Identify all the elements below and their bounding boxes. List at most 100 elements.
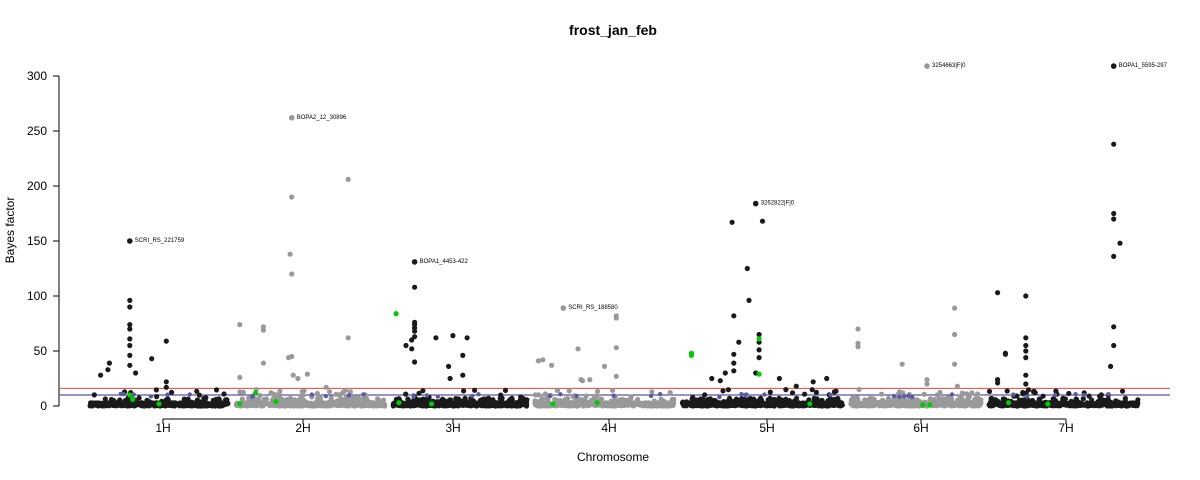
data-point <box>295 375 301 382</box>
data-point <box>813 389 820 395</box>
data-point <box>765 397 771 403</box>
data-point <box>1073 396 1080 402</box>
data-point <box>855 326 861 332</box>
data-point <box>412 328 418 334</box>
annotation-label: SCRI_RS_221759 <box>135 238 185 244</box>
data-point <box>1106 392 1111 397</box>
data-point <box>309 392 315 397</box>
data-point <box>472 387 478 393</box>
x-tick-label: 3H <box>445 421 460 435</box>
data-point <box>1068 400 1075 406</box>
data-point <box>120 403 126 409</box>
data-point <box>327 389 333 395</box>
data-point <box>163 338 169 344</box>
annotation-label: BOPA1_4453-422 <box>420 259 469 265</box>
data-point <box>250 394 255 399</box>
data-point <box>990 401 996 407</box>
data-point <box>833 388 839 394</box>
data-point <box>118 391 123 397</box>
annotated-point <box>411 259 418 265</box>
data-point <box>150 400 156 406</box>
data-point <box>975 402 981 408</box>
data-point <box>868 401 874 407</box>
data-point <box>89 403 95 409</box>
data-point <box>995 290 1001 296</box>
data-point <box>565 395 571 402</box>
data-point <box>460 352 466 358</box>
data-point <box>727 402 733 408</box>
data-point <box>776 375 783 382</box>
annotated-point <box>924 63 930 69</box>
data-point <box>1111 324 1117 330</box>
data-point <box>533 402 539 408</box>
annotated-point <box>752 200 759 207</box>
data-point <box>243 402 249 408</box>
data-point <box>154 394 160 400</box>
data-point <box>709 402 715 408</box>
data-point <box>897 394 902 399</box>
data-point <box>756 355 762 361</box>
data-point <box>828 392 833 398</box>
data-point <box>237 374 243 380</box>
highlight-point <box>1005 400 1012 406</box>
data-point <box>162 401 168 408</box>
data-point <box>936 397 942 403</box>
data-point <box>1111 141 1117 147</box>
data-point <box>767 389 773 395</box>
highlight-point <box>688 350 695 356</box>
data-point <box>937 389 943 396</box>
data-point <box>149 356 155 362</box>
data-point <box>345 401 352 407</box>
data-point <box>770 402 777 408</box>
data-point <box>822 401 828 407</box>
y-tick-label: 150 <box>27 234 47 248</box>
data-point <box>433 335 439 341</box>
data-point <box>225 400 231 406</box>
data-point <box>255 397 261 403</box>
highlight-point <box>156 401 162 407</box>
data-point <box>396 396 402 402</box>
data-point <box>290 372 296 378</box>
data-point <box>891 393 897 399</box>
data-point <box>483 402 490 408</box>
data-point <box>346 393 352 398</box>
data-point <box>613 315 619 321</box>
data-point <box>412 334 418 340</box>
data-point <box>756 347 762 353</box>
highlight-point <box>1045 401 1051 407</box>
data-point <box>970 403 976 409</box>
data-point <box>628 400 634 406</box>
data-point <box>554 387 561 393</box>
data-point <box>412 359 418 365</box>
data-point <box>587 377 593 383</box>
data-point <box>702 392 708 398</box>
data-point <box>1122 395 1128 401</box>
data-point <box>637 400 643 406</box>
data-point <box>731 368 737 374</box>
data-point <box>702 402 708 408</box>
data-point <box>1097 400 1103 406</box>
data-point <box>1108 401 1114 407</box>
data-point <box>450 333 456 339</box>
data-point <box>416 390 422 396</box>
x-tick-label: 7H <box>1058 421 1073 435</box>
data-point <box>885 400 892 407</box>
axes: 0 50 100 150 200 250 300 1H 2H 3H 4H 5H 6H 7H <box>27 69 1074 435</box>
data-point <box>759 218 766 224</box>
data-point <box>801 401 807 407</box>
data-point <box>862 400 868 407</box>
data-point <box>1027 400 1033 406</box>
data-point <box>599 400 605 406</box>
data-point <box>521 401 527 407</box>
data-point <box>756 331 762 338</box>
data-point <box>952 331 958 338</box>
data-point <box>304 400 311 406</box>
data-point <box>289 194 295 200</box>
data-point <box>731 360 737 366</box>
data-point <box>117 397 123 403</box>
annotation-label: BOPA2_12_30896 <box>297 115 347 121</box>
data-point <box>136 395 142 401</box>
data-point <box>127 342 133 349</box>
